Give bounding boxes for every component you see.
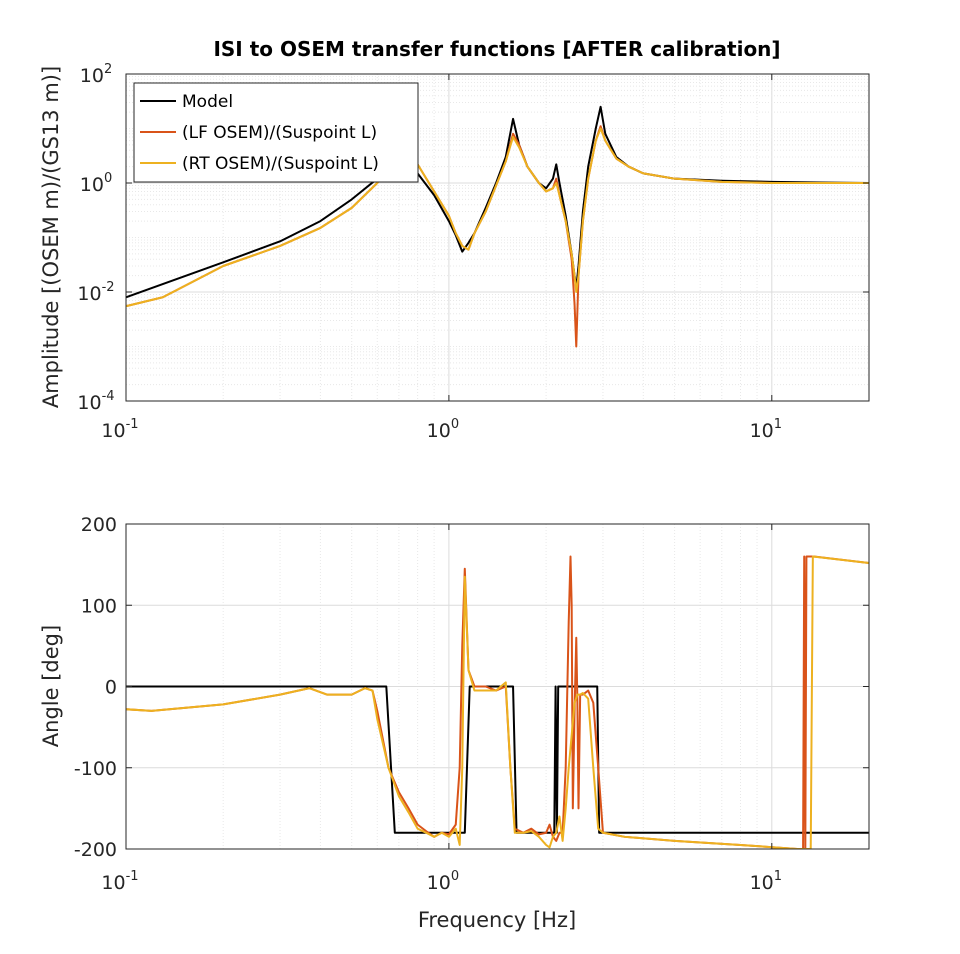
legend-entry: Model — [182, 92, 233, 112]
phase-plot: 10-1 100 101 -200 -100 0 100 200 Angle [deg] Fr… — [39, 514, 870, 932]
y-tick-label: 102 — [80, 62, 112, 87]
y-tick-label: 10-4 — [77, 389, 114, 414]
y-tick-label: 200 — [81, 514, 117, 536]
x-tick-label: 100 — [427, 417, 459, 442]
legend: Model (LF OSEM)/(Suspoint L) (RT OSEM)/(Su… — [133, 82, 419, 183]
x-tick-label: 101 — [750, 417, 782, 442]
legend-entry: (LF OSEM)/(Suspoint L) — [182, 123, 377, 143]
phase-lines — [126, 555, 869, 849]
amplitude-y-axis-label: Amplitude [(OSEM m)/(GS13 m)] — [39, 66, 63, 408]
x-tick-label: 101 — [750, 869, 782, 894]
phase-y-axis-label: Angle [deg] — [39, 625, 63, 747]
y-tick-label: 10-2 — [77, 280, 114, 305]
y-tick-label: 100 — [81, 595, 117, 617]
x-axis-label: Frequency [Hz] — [418, 908, 576, 932]
legend-box — [133, 82, 419, 183]
amplitude-plot: 10-1 100 101 10-4 10-2 100 102 ISI to OSEM tra… — [39, 37, 870, 442]
x-tick-label: 100 — [427, 869, 459, 894]
phase-ticks: 10-1 100 101 -200 -100 0 100 200 — [74, 514, 869, 894]
y-tick-label: -200 — [74, 839, 117, 861]
y-tick-label: 0 — [105, 677, 117, 699]
x-tick-label: 10-1 — [101, 869, 138, 894]
amplitude-ticks: 10-1 100 101 10-4 10-2 100 102 — [77, 62, 869, 442]
legend-entry: (RT OSEM)/(Suspoint L) — [182, 154, 379, 174]
series-line--rt-osem-suspoint-l- — [126, 555, 869, 849]
chart-title: ISI to OSEM transfer functions [AFTER ca… — [213, 37, 780, 61]
x-tick-label: 10-1 — [101, 417, 138, 442]
y-tick-label: 100 — [80, 171, 112, 196]
y-tick-label: -100 — [74, 758, 117, 780]
amplitude-axes-box — [125, 73, 870, 402]
